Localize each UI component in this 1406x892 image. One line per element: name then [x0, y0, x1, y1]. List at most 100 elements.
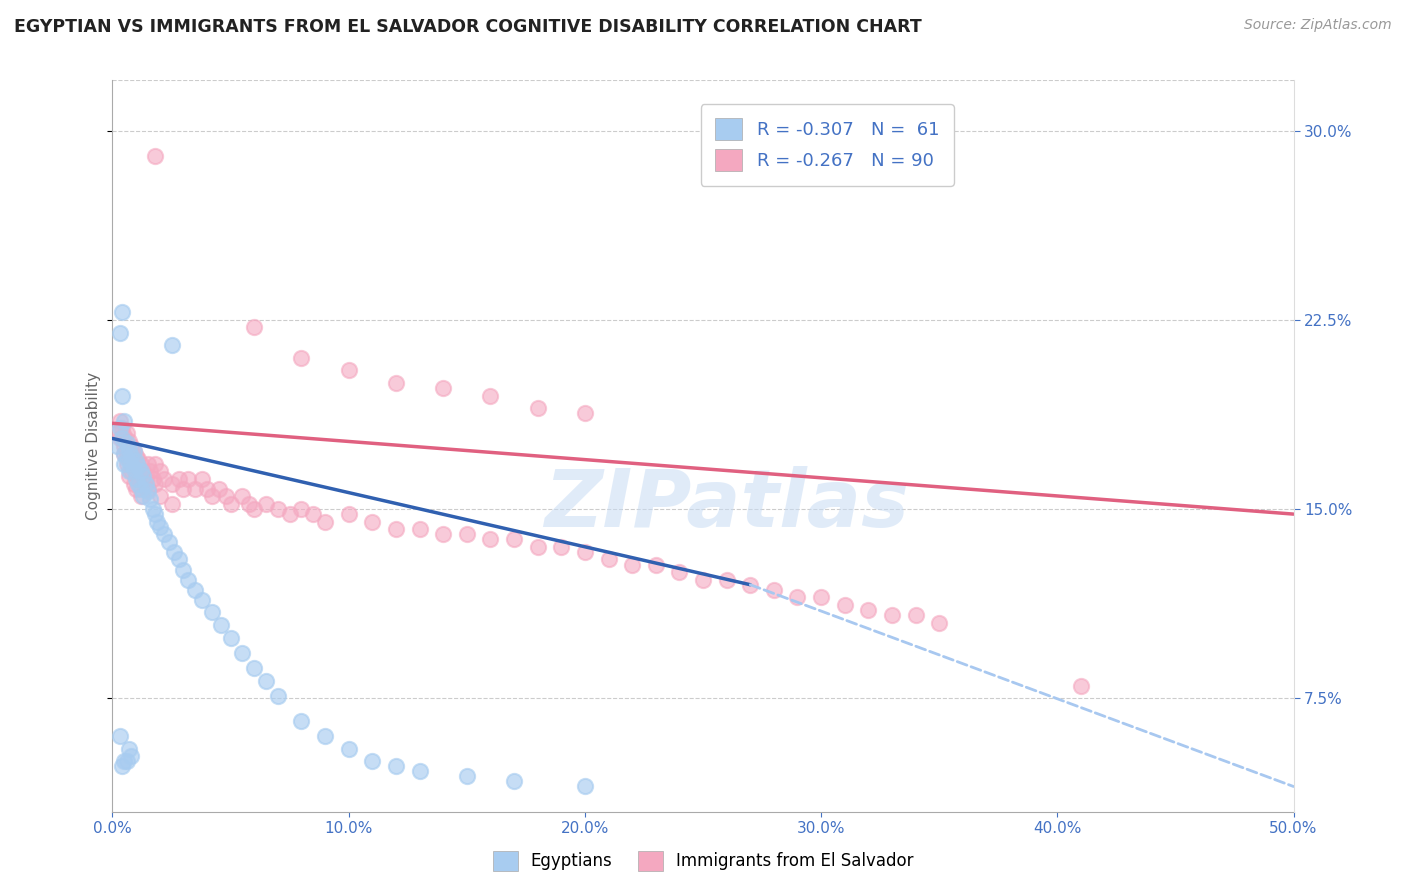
Point	[112, 439, 135, 453]
Point	[120, 439, 142, 453]
Point	[621, 558, 644, 572]
Y-axis label: Cognitive Disability: Cognitive Disability	[86, 372, 101, 520]
Point	[105, 426, 128, 441]
Point	[209, 618, 232, 632]
Point	[904, 607, 927, 622]
Point	[125, 482, 148, 496]
Point	[231, 490, 253, 504]
Point	[153, 527, 176, 541]
Point	[432, 527, 454, 541]
Point	[834, 598, 856, 612]
Point	[120, 749, 142, 764]
Point	[177, 472, 200, 486]
Point	[278, 507, 301, 521]
Point	[644, 558, 666, 572]
Point	[716, 573, 738, 587]
Point	[143, 149, 166, 163]
Point	[219, 497, 242, 511]
Point	[146, 515, 169, 529]
Point	[122, 444, 145, 458]
Point	[108, 326, 131, 340]
Point	[120, 464, 142, 478]
Point	[201, 490, 224, 504]
Point	[243, 320, 266, 334]
Point	[157, 534, 180, 549]
Point	[290, 714, 312, 728]
Point	[314, 515, 336, 529]
Point	[361, 515, 384, 529]
Point	[127, 459, 149, 474]
Point	[112, 754, 135, 768]
Point	[132, 469, 155, 483]
Point	[337, 363, 360, 377]
Point	[142, 472, 165, 486]
Point	[111, 432, 134, 446]
Point	[149, 519, 172, 533]
Point	[129, 464, 152, 478]
Point	[195, 482, 218, 496]
Point	[208, 482, 231, 496]
Point	[115, 457, 138, 471]
Point	[111, 388, 134, 402]
Point	[267, 689, 290, 703]
Point	[1070, 679, 1092, 693]
Point	[125, 472, 148, 486]
Point	[219, 631, 242, 645]
Point	[120, 457, 142, 471]
Point	[254, 673, 277, 688]
Point	[243, 502, 266, 516]
Point	[479, 388, 502, 402]
Point	[125, 467, 148, 481]
Point	[526, 401, 548, 416]
Point	[115, 426, 138, 441]
Point	[456, 769, 478, 783]
Point	[143, 476, 166, 491]
Point	[127, 472, 149, 486]
Point	[191, 592, 214, 607]
Point	[118, 464, 141, 478]
Point	[125, 454, 148, 468]
Point	[238, 497, 260, 511]
Point	[129, 490, 152, 504]
Point	[503, 774, 526, 789]
Point	[385, 759, 408, 773]
Point	[139, 464, 162, 478]
Point	[115, 754, 138, 768]
Point	[163, 545, 186, 559]
Point	[132, 464, 155, 478]
Legend: R = -0.307   N =  61, R = -0.267   N = 90: R = -0.307 N = 61, R = -0.267 N = 90	[700, 104, 953, 186]
Point	[184, 482, 207, 496]
Point	[858, 603, 880, 617]
Point	[928, 615, 950, 630]
Point	[120, 449, 142, 463]
Point	[550, 540, 572, 554]
Point	[112, 446, 135, 460]
Point	[385, 522, 408, 536]
Point	[111, 759, 134, 773]
Text: ZIPatlas: ZIPatlas	[544, 466, 910, 543]
Point	[112, 414, 135, 428]
Point	[127, 476, 149, 491]
Point	[108, 421, 131, 435]
Point	[129, 482, 152, 496]
Point	[762, 582, 785, 597]
Point	[201, 606, 224, 620]
Point	[115, 451, 138, 466]
Point	[231, 646, 253, 660]
Point	[136, 482, 159, 496]
Point	[142, 502, 165, 516]
Point	[136, 457, 159, 471]
Point	[361, 754, 384, 768]
Point	[143, 507, 166, 521]
Point	[105, 439, 128, 453]
Point	[574, 780, 596, 794]
Point	[118, 451, 141, 466]
Point	[122, 461, 145, 475]
Point	[267, 502, 290, 516]
Point	[786, 591, 808, 605]
Point	[127, 451, 149, 466]
Text: EGYPTIAN VS IMMIGRANTS FROM EL SALVADOR COGNITIVE DISABILITY CORRELATION CHART: EGYPTIAN VS IMMIGRANTS FROM EL SALVADOR …	[14, 18, 922, 36]
Point	[132, 490, 155, 504]
Point	[143, 457, 166, 471]
Point	[118, 469, 141, 483]
